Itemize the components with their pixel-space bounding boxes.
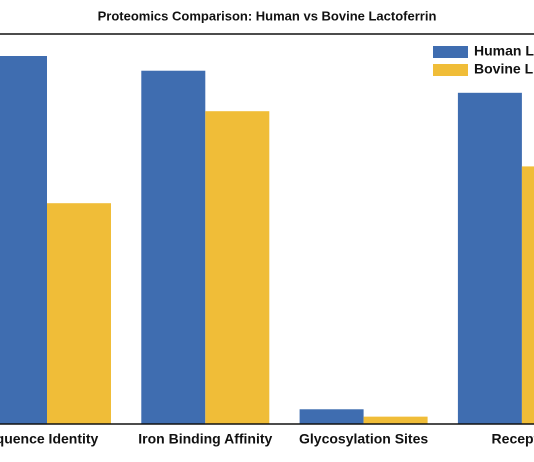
bar xyxy=(205,111,270,424)
bar xyxy=(141,70,206,424)
bar xyxy=(457,92,522,425)
legend-swatch xyxy=(433,46,468,58)
bar xyxy=(521,166,534,424)
x-tick-label: Iron Binding Affinity xyxy=(138,431,272,447)
legend-label: Human L xyxy=(474,43,534,59)
bar xyxy=(47,203,111,424)
legend-swatch xyxy=(433,64,468,76)
bar xyxy=(299,409,364,424)
x-tick-label: Glycosylation Sites xyxy=(299,431,428,447)
x-tick-label: quence Identity xyxy=(0,431,99,447)
x-tick-label: Receptor xyxy=(492,431,534,447)
legend-label: Bovine L xyxy=(474,61,534,77)
chart-title: Proteomics Comparison: Human vs Bovine L… xyxy=(98,8,437,23)
bar xyxy=(0,56,47,424)
bar xyxy=(363,416,428,424)
